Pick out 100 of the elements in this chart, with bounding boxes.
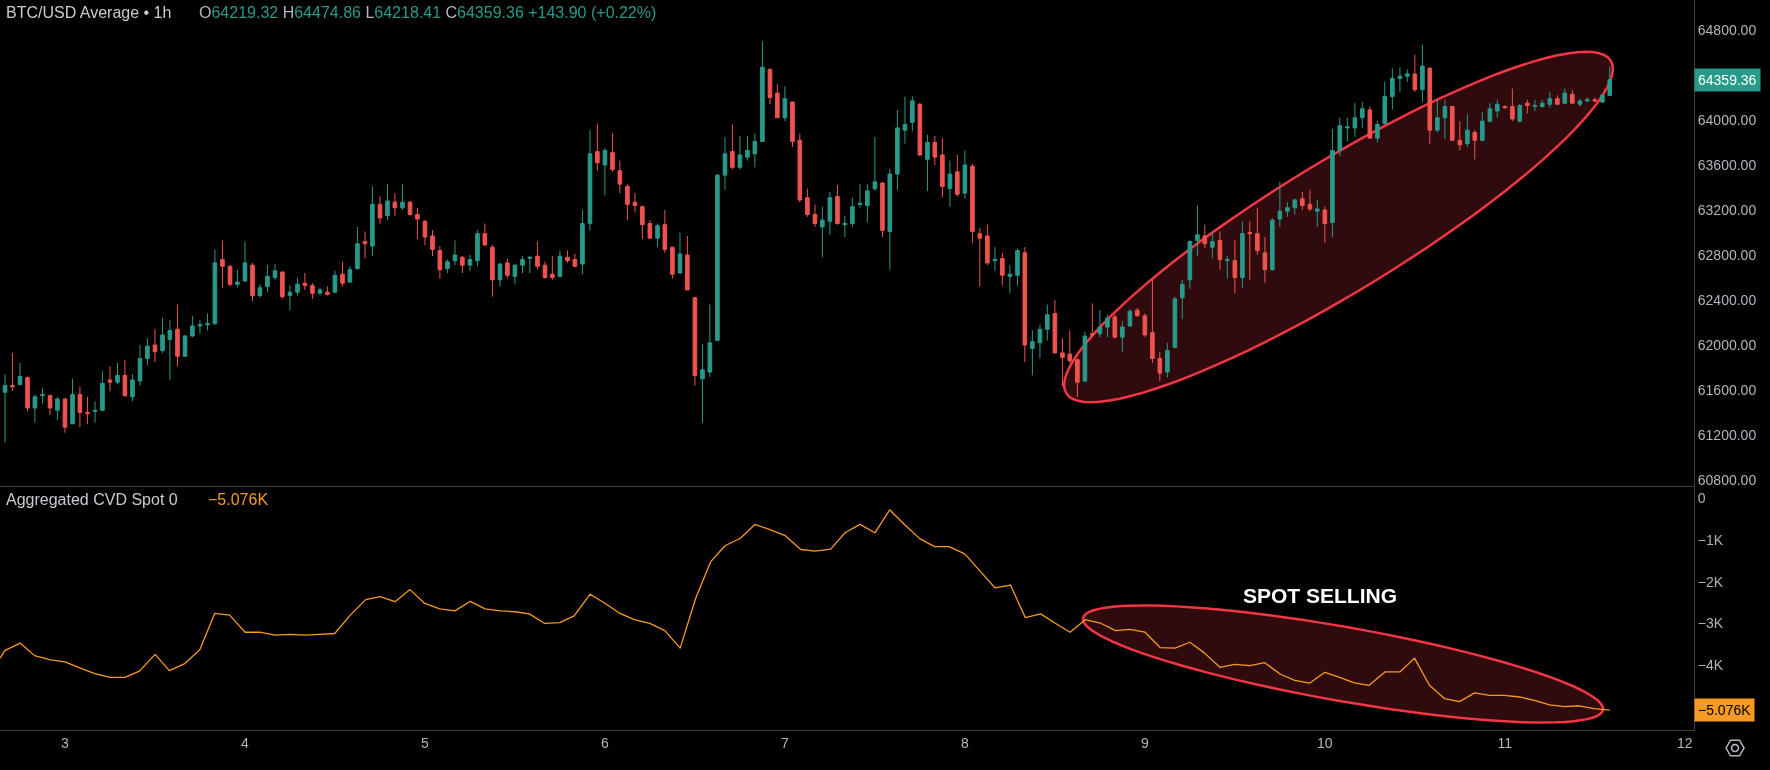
candlestick	[647, 219, 653, 239]
y-tick-label: −3K	[1697, 615, 1724, 632]
candlestick	[287, 284, 293, 311]
candlestick	[55, 396, 60, 421]
candlestick	[190, 315, 195, 338]
candlestick	[265, 264, 270, 293]
candlestick	[2, 373, 8, 444]
candlestick	[902, 95, 908, 145]
x-tick-label: 8	[960, 734, 969, 751]
candlestick	[1269, 217, 1275, 272]
candlestick	[1000, 252, 1005, 286]
candlestick	[1539, 99, 1545, 108]
candlestick	[257, 283, 263, 299]
candlestick	[1090, 302, 1095, 338]
candlestick	[392, 192, 398, 217]
candlestick	[1225, 255, 1230, 280]
y-tick-label: 64000.00	[1697, 111, 1757, 128]
candlestick	[805, 188, 810, 218]
candlestick	[1517, 103, 1523, 123]
candlestick	[887, 167, 893, 271]
candlestick	[820, 206, 825, 258]
candlestick	[1262, 236, 1268, 284]
candlestick	[565, 250, 570, 264]
candlestick	[715, 173, 720, 342]
candlestick	[1465, 113, 1470, 148]
candlestick	[1082, 331, 1088, 383]
candlestick	[1547, 91, 1553, 109]
candlestick	[295, 277, 300, 297]
candlestick	[1195, 205, 1200, 257]
candlestick	[760, 40, 765, 142]
candlestick	[280, 271, 285, 300]
candlestick	[835, 184, 840, 226]
chart-title: BTC/USD Average • 1h	[6, 4, 172, 21]
candlestick	[160, 317, 165, 354]
candlestick	[17, 362, 23, 387]
candlestick	[1494, 99, 1500, 119]
x-tick-label: 3	[61, 734, 70, 751]
candlestick	[100, 370, 105, 412]
candlestick	[167, 319, 173, 381]
x-tick-label: 5	[421, 734, 430, 751]
candlestick	[707, 304, 713, 378]
candlestick	[385, 183, 390, 221]
candlestick	[1300, 191, 1305, 211]
candlestick	[1570, 89, 1575, 105]
candlestick	[430, 229, 435, 257]
text: 64359.36	[1698, 72, 1757, 88]
candlestick	[542, 261, 548, 280]
y-tick-label: −4K	[1697, 657, 1724, 674]
candlestick	[692, 296, 698, 387]
candlestick	[1232, 239, 1238, 294]
candlestick	[227, 264, 233, 288]
candlestick	[587, 129, 593, 231]
candlestick	[1345, 117, 1350, 142]
candlestick	[782, 85, 788, 122]
candlestick	[722, 136, 728, 191]
candlestick	[640, 205, 645, 240]
candlestick	[482, 223, 488, 247]
candlestick	[550, 255, 555, 281]
candlestick	[310, 282, 315, 300]
candlestick	[1217, 230, 1223, 271]
candlestick	[1562, 88, 1568, 105]
candlestick	[730, 124, 735, 171]
candlestick	[1584, 97, 1590, 103]
candlestick	[340, 261, 345, 288]
candlestick	[422, 219, 428, 246]
candlestick	[1307, 189, 1313, 212]
y-tick-label: 61200.00	[1697, 426, 1757, 443]
x-tick-label: 11	[1497, 734, 1513, 751]
candlestick	[1240, 220, 1245, 289]
annotation: SPOT SELLING	[1243, 584, 1398, 607]
candlestick	[1502, 104, 1508, 110]
candlestick	[955, 154, 960, 198]
candlestick	[700, 343, 705, 424]
candlestick	[985, 224, 990, 266]
candlestick	[580, 209, 585, 275]
candlestick	[865, 183, 870, 223]
candlestick	[1292, 198, 1298, 216]
candlestick	[197, 319, 203, 335]
candlestick	[1397, 66, 1403, 93]
candlestick	[1600, 93, 1605, 104]
y-tick-label: 0	[1697, 490, 1706, 507]
candlestick	[1045, 304, 1050, 342]
candlestick	[962, 149, 968, 200]
candlestick	[677, 232, 683, 274]
candlestick	[1157, 351, 1163, 382]
candlestick	[752, 133, 758, 168]
candlestick	[662, 209, 668, 254]
x-tick-label: 9	[1140, 734, 1149, 751]
x-tick-label: 10	[1317, 734, 1333, 751]
candlestick	[475, 229, 480, 267]
y-tick-label: 60800.00	[1697, 471, 1757, 488]
candlestick	[107, 365, 113, 392]
candlestick	[1412, 54, 1418, 93]
y-tick-label: 62000.00	[1697, 336, 1757, 353]
candlestick	[212, 248, 218, 326]
candlestick	[992, 246, 998, 272]
x-tick-label: 4	[241, 734, 250, 751]
candlestick	[1022, 246, 1028, 363]
candlestick	[415, 207, 420, 240]
candlestick	[302, 272, 308, 291]
